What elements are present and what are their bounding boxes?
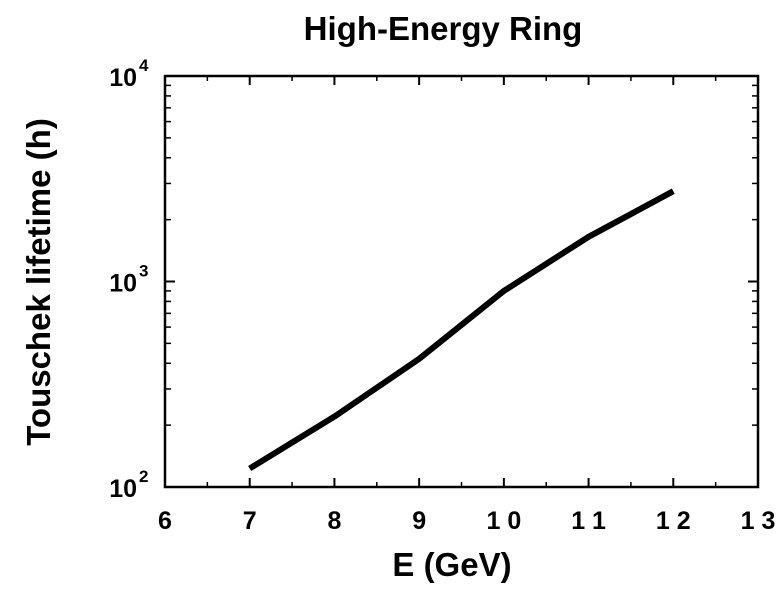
plot-frame xyxy=(163,74,760,489)
series-line-1 xyxy=(248,188,675,472)
y-axis-label: Touschek lifetime (h) xyxy=(20,118,57,446)
y-tick-exponent: 4 xyxy=(139,56,149,75)
x-tick-label: 6 xyxy=(158,507,172,535)
y-tick-base: 10 xyxy=(109,270,137,298)
x-tick-label: 7 xyxy=(243,507,257,535)
y-tick-label: 10 4 xyxy=(109,56,149,92)
chart-title: High-Energy Ring xyxy=(304,10,583,47)
x-tick-label: 1 0 xyxy=(486,507,521,535)
major-ticks xyxy=(164,75,759,488)
x-tick-labels: 6 7 8 9 1 0 1 1 1 2 1 3 xyxy=(158,507,775,535)
y-tick-exponent: 2 xyxy=(139,467,148,486)
x-axis-label: E (GeV) xyxy=(392,546,511,583)
y-tick-base: 10 xyxy=(109,64,137,92)
x-tick-label: 8 xyxy=(327,507,341,535)
minor-ticks xyxy=(165,76,758,487)
x-tick-label: 1 3 xyxy=(741,507,776,535)
y-tick-label: 10 2 xyxy=(109,467,148,503)
series-layer xyxy=(248,188,675,472)
y-tick-exponent: 3 xyxy=(139,262,148,281)
x-tick-label: 1 2 xyxy=(656,507,691,535)
y-tick-base: 10 xyxy=(109,475,137,503)
x-tick-label: 9 xyxy=(412,507,426,535)
y-tick-label: 10 3 xyxy=(109,262,148,298)
x-tick-label: 1 1 xyxy=(571,507,606,535)
